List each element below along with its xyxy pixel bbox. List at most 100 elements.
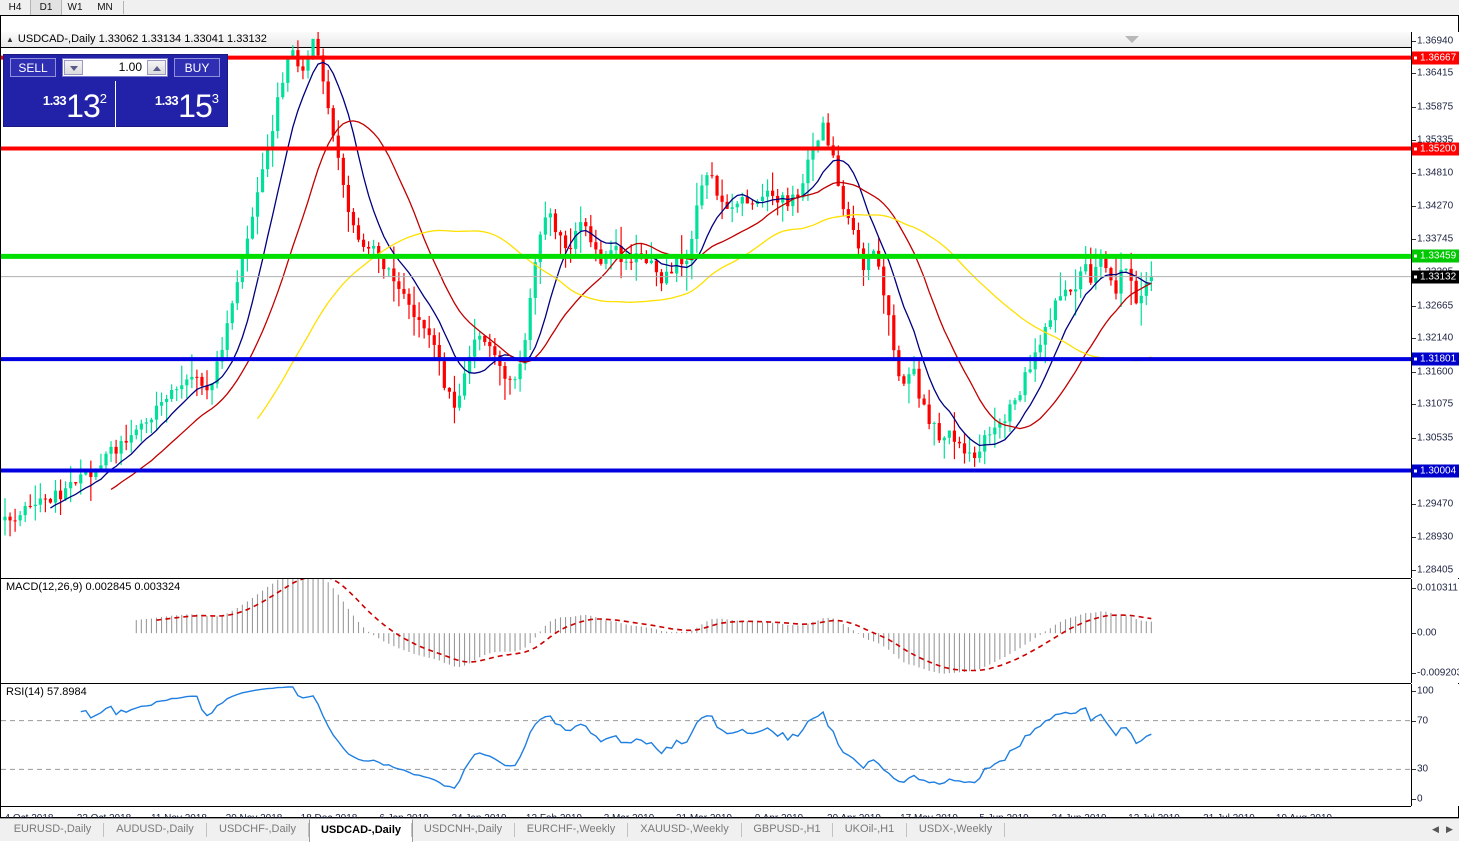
rsi-level-lines — [1, 720, 1411, 770]
price-axis-tick: 1.28930 — [1417, 531, 1454, 543]
price-axis-scale[interactable]: 1.36940 1.36415 1.35875 1.35335 1.34810 1.342… — [1411, 32, 1459, 578]
macd-pane[interactable]: MACD(12,26,9) 0.002845 0.003324 — [1, 579, 1411, 683]
rsi-chart-svg — [1, 686, 1411, 790]
symbol-tab-eurchf[interactable]: EURCHF-,Weekly — [526, 823, 616, 835]
rsi-line — [80, 686, 1152, 790]
macd-signal-line — [156, 579, 1152, 672]
sell-quote[interactable]: 1.33132 — [4, 81, 116, 127]
chart-symbol-ohlc-text: USDCAD-,Daily 1.33062 1.33134 1.33041 1.… — [17, 33, 267, 45]
timeframe-mn[interactable]: MN — [97, 2, 113, 13]
tab-scroll-next-icon[interactable]: ▶ — [1446, 824, 1453, 834]
rsi-axis-tick: 30 — [1417, 763, 1429, 775]
macd-histogram — [135, 579, 1152, 674]
symbol-tab-usdchf[interactable]: USDCHF-,Daily — [219, 823, 296, 835]
rsi-pane[interactable]: RSI(14) 57.8984 — [1, 684, 1411, 806]
axis-tick-mark — [1412, 238, 1416, 240]
price-axis-tick: 1.29470 — [1417, 498, 1454, 510]
tab-separator — [103, 823, 104, 837]
price-axis-tick: 1.30535 — [1417, 432, 1454, 444]
price-level-label-support[interactable]: 1.31801 — [1412, 352, 1459, 366]
price-level-label-resistance[interactable]: 1.35200 — [1412, 142, 1459, 155]
axis-tick-mark — [1412, 673, 1416, 675]
one-click-trading-panel[interactable]: SELL 1.00 BUY 1.33132 1.33153 — [3, 54, 228, 127]
axis-tick-mark — [1412, 799, 1416, 800]
trade-panel-controls: SELL 1.00 BUY — [4, 55, 227, 80]
tab-separator — [832, 823, 833, 837]
price-axis-tick: 1.35875 — [1417, 101, 1454, 113]
price-level-label-last-price[interactable]: 1.33132 — [1412, 270, 1459, 284]
timeframe-bar: H4 D1 W1 MN — [0, 0, 1459, 16]
volume-value[interactable]: 1.00 — [118, 60, 142, 74]
symbol-tab-gbpusd[interactable]: GBPUSD-,H1 — [753, 823, 821, 835]
caret-down-icon[interactable] — [1125, 36, 1139, 43]
tab-separator — [411, 823, 412, 837]
tab-separator — [627, 823, 628, 837]
tab-separator — [906, 823, 907, 837]
macd-axis-tick: 0.010311 — [1417, 582, 1458, 594]
axis-tick-mark — [1412, 140, 1416, 142]
timeframe-h4[interactable]: H4 — [8, 2, 22, 13]
buy-price-fraction: 3 — [211, 91, 219, 106]
buy-price-prefix: 1.33 — [154, 93, 179, 108]
collapse-triangle-icon[interactable]: ▲ — [6, 35, 14, 44]
axis-tick-mark — [1412, 206, 1416, 208]
header-divider — [1, 47, 1459, 48]
sell-price-fraction: 2 — [99, 91, 107, 106]
price-axis-tick: 1.31600 — [1417, 366, 1454, 378]
axis-tick-mark — [1412, 633, 1416, 635]
volume-stepper[interactable]: 1.00 — [62, 58, 168, 77]
sell-button[interactable]: SELL — [10, 58, 56, 77]
timeframe-w1[interactable]: W1 — [67, 2, 83, 13]
price-level-label-pivot[interactable]: 1.33459 — [1412, 249, 1459, 263]
price-axis-tick: 1.32140 — [1417, 332, 1454, 344]
symbol-tab-xauusd[interactable]: XAUUSD-,Weekly — [640, 823, 729, 835]
buy-price-big: 15 — [178, 88, 213, 124]
axis-tick-mark — [1412, 588, 1416, 590]
tab-separator — [514, 823, 515, 837]
axis-tick-mark — [1412, 569, 1416, 571]
tab-scroll-prev-icon[interactable]: ◀ — [1432, 824, 1439, 834]
axis-tick-mark — [1412, 40, 1416, 42]
axis-tick-mark — [1412, 371, 1416, 373]
price-axis-tick: 1.36940 — [1417, 35, 1454, 47]
chart-header-background — [1, 32, 1459, 47]
price-axis-tick: 1.36415 — [1417, 67, 1454, 79]
axis-tick-mark — [1412, 404, 1416, 406]
pane-divider-rsi — [1, 683, 1411, 684]
price-axis-tick: 1.32665 — [1417, 300, 1454, 312]
axis-tick-mark — [1412, 537, 1416, 539]
buy-quote[interactable]: 1.33153 — [116, 81, 227, 127]
volume-increase-button[interactable] — [147, 60, 166, 75]
price-chart-svg — [1, 32, 1411, 537]
symbol-tab-usdx[interactable]: USDX-,Weekly — [918, 823, 993, 835]
price-level-label-resistance[interactable]: 1.36667 — [1412, 51, 1459, 65]
chart-symbol-header: ▲ USDCAD-,Daily 1.33062 1.33134 1.33041 1… — [1, 32, 1411, 47]
axis-tick-mark — [1412, 769, 1416, 771]
macd-axis-tick: -0.009203 — [1417, 667, 1459, 679]
buy-button[interactable]: BUY — [174, 58, 220, 77]
caret-down-icon — [70, 66, 78, 71]
symbol-tab-audusd[interactable]: AUDUSD-,Daily — [116, 823, 194, 835]
price-axis-tick: 1.28405 — [1417, 564, 1454, 576]
axis-tick-mark — [1412, 437, 1416, 439]
timeframe-d1[interactable]: D1 — [30, 0, 62, 15]
axis-tick-mark — [1412, 691, 1416, 692]
volume-decrease-button[interactable] — [64, 60, 83, 75]
price-axis-tick: 1.34810 — [1417, 167, 1454, 179]
tab-separator — [308, 823, 309, 837]
symbol-tab-usdcad[interactable]: USDCAD-,Daily — [309, 819, 413, 842]
macd-axis-scale: 0.010311 0.00 -0.009203 — [1411, 579, 1459, 683]
tab-separator — [1004, 823, 1005, 837]
axis-tick-mark — [1412, 305, 1416, 307]
price-level-label-support[interactable]: 1.30004 — [1412, 464, 1459, 478]
symbol-tab-usdcnh[interactable]: USDCNH-,Daily — [423, 823, 503, 835]
axis-tick-mark — [1412, 503, 1416, 505]
symbol-tab-eurusd[interactable]: EURUSD-,Daily — [13, 823, 92, 835]
symbol-tab-bar: EURUSD-,Daily AUDUSD-,Daily USDCHF-,Daily U… — [0, 818, 1459, 842]
tab-separator — [741, 823, 742, 837]
price-pane[interactable] — [1, 32, 1411, 578]
sell-price-big: 13 — [66, 88, 101, 124]
symbol-tab-ukoil[interactable]: UKOil-,H1 — [844, 823, 895, 835]
chart-window: ▲ USDCAD-,Daily 1.33062 1.33134 1.33041 1… — [0, 15, 1459, 824]
axis-tick-mark — [1412, 106, 1416, 108]
